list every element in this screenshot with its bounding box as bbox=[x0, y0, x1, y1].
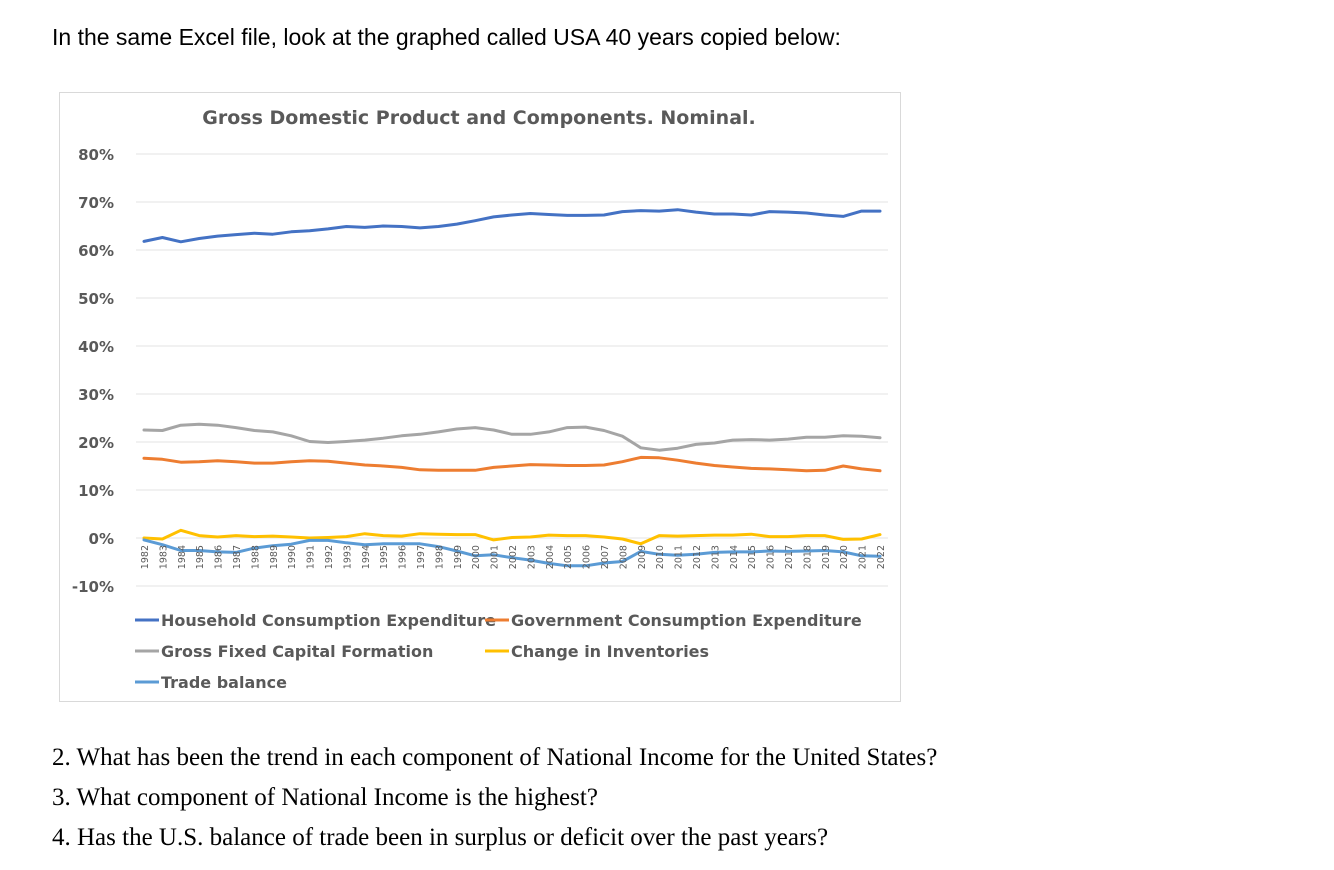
x-axis-ticks: 1982 1983 1984 1985 1986 1987 1988 1989 1990 1991… bbox=[140, 545, 887, 569]
x-tick-label: 2016 bbox=[766, 545, 777, 569]
x-tick-label: 1983 bbox=[158, 545, 169, 569]
x-tick-label: 1984 bbox=[177, 545, 188, 569]
chart-legend: Household Consumption Expenditure Governm… bbox=[135, 611, 862, 692]
x-tick-label: 2009 bbox=[637, 545, 648, 569]
x-tick-label: 2003 bbox=[526, 545, 537, 569]
legend-label: Gross Fixed Capital Formation bbox=[161, 642, 433, 661]
x-tick-label: 1989 bbox=[269, 545, 280, 569]
intro-text: In the same Excel file, look at the grap… bbox=[52, 24, 841, 50]
y-tick-label: 30% bbox=[78, 386, 114, 404]
x-tick-label: 1990 bbox=[287, 545, 298, 569]
x-tick-label: 1998 bbox=[434, 545, 445, 569]
x-tick-label: 1995 bbox=[379, 545, 390, 569]
x-tick-label: 1991 bbox=[306, 545, 317, 569]
series-line-2 bbox=[142, 422, 882, 452]
legend-label: Government Consumption Expenditure bbox=[511, 611, 862, 630]
y-tick-label: 10% bbox=[78, 482, 114, 500]
question-2: 2. What has been the trend in each compo… bbox=[52, 744, 938, 771]
x-tick-label: 2005 bbox=[563, 545, 574, 569]
y-tick-label: 0% bbox=[89, 530, 114, 548]
series-lines bbox=[142, 208, 882, 568]
x-tick-label: 1993 bbox=[342, 545, 353, 569]
y-tick-label: 40% bbox=[78, 338, 114, 356]
y-tick-label: -10% bbox=[72, 578, 114, 596]
x-tick-label: 1996 bbox=[398, 545, 409, 569]
series-line-0 bbox=[142, 208, 882, 244]
series-line-1 bbox=[142, 455, 882, 473]
legend-label: Household Consumption Expenditure bbox=[161, 611, 496, 630]
x-tick-label: 1988 bbox=[250, 545, 261, 569]
x-tick-label: 2015 bbox=[747, 545, 758, 569]
y-tick-label: 20% bbox=[78, 434, 114, 452]
question-4: 4. Has the U.S. balance of trade been in… bbox=[52, 824, 829, 851]
legend-label: Trade balance bbox=[161, 673, 287, 692]
x-tick-label: 2004 bbox=[545, 545, 556, 569]
gridlines bbox=[136, 153, 888, 587]
y-tick-label: 70% bbox=[78, 194, 114, 212]
x-tick-label: 2001 bbox=[490, 545, 501, 569]
chart-container: 80% 70% 60% 50% 40% 30% 20% 10% 0% -10% 1982 1983 1… bbox=[59, 92, 901, 702]
x-tick-label: 2006 bbox=[582, 545, 593, 569]
x-tick-label: 1999 bbox=[453, 545, 464, 569]
y-axis-ticks: 80% 70% 60% 50% 40% 30% 20% 10% 0% -10% bbox=[72, 146, 114, 596]
x-tick-label: 1994 bbox=[361, 545, 372, 569]
x-tick-label: 1987 bbox=[232, 545, 243, 569]
x-tick-label: 2019 bbox=[821, 545, 832, 569]
x-tick-label: 1997 bbox=[416, 545, 427, 569]
x-tick-label: 2002 bbox=[508, 545, 519, 569]
x-tick-label: 2012 bbox=[692, 545, 703, 569]
legend-label: Change in Inventories bbox=[511, 642, 709, 661]
x-tick-label: 2021 bbox=[858, 545, 869, 569]
x-tick-label: 2020 bbox=[839, 545, 850, 569]
x-tick-label: 2010 bbox=[655, 545, 666, 569]
x-tick-label: 2014 bbox=[729, 545, 740, 569]
x-tick-label: 2013 bbox=[710, 545, 721, 569]
x-tick-label: 2018 bbox=[802, 545, 813, 569]
series-line-4 bbox=[142, 538, 882, 568]
x-tick-label: 2008 bbox=[618, 545, 629, 569]
x-tick-label: 2011 bbox=[674, 545, 685, 569]
x-tick-label: 1986 bbox=[214, 545, 225, 569]
x-tick-label: 2017 bbox=[784, 545, 795, 569]
x-tick-label: 1985 bbox=[195, 545, 206, 569]
y-tick-label: 50% bbox=[78, 290, 114, 308]
x-tick-label: 1982 bbox=[140, 545, 151, 569]
y-tick-label: 60% bbox=[78, 242, 114, 260]
question-3: 3. What component of National Income is … bbox=[52, 784, 598, 811]
x-tick-label: 2022 bbox=[876, 545, 887, 569]
x-tick-label: 2007 bbox=[600, 545, 611, 569]
y-tick-label: 80% bbox=[78, 146, 114, 164]
line-chart: 80%70%60%50%40%30%20%10%0%-10% 1982 1983 1… bbox=[72, 107, 888, 692]
chart-title: Gross Domestic Product and Components. N… bbox=[202, 107, 756, 129]
series-line-3 bbox=[142, 528, 882, 546]
x-tick-label: 2000 bbox=[471, 545, 482, 569]
x-tick-label: 1992 bbox=[324, 545, 335, 569]
